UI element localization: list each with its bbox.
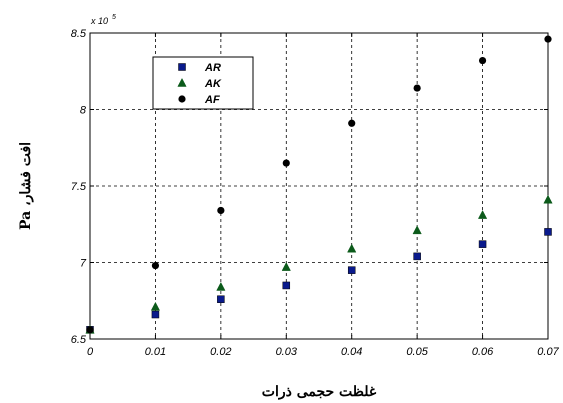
data-point-ar [347,266,356,274]
x-tick-label: 0.03 [276,346,298,358]
legend-label-af: AF [204,94,220,106]
legend-label-ak: AK [204,78,222,90]
legend-marker-ak [177,77,187,87]
data-point-ar [282,281,291,290]
data-point-ak [412,225,422,235]
data-point-ar [151,310,160,319]
data-point-af [348,119,356,127]
legend: AR AK AF [152,56,254,110]
y-multiplier: x 10 5 [90,14,116,26]
data-point-ak [150,301,161,311]
y-axis-label: افت فشار، Pa [18,142,34,230]
y-tick-label: 7.5 [71,181,87,193]
data-point-ak [281,262,291,271]
x-tick-label: 0.04 [341,346,362,358]
x-tick-label: 0.02 [210,346,231,358]
y-tick-label: 6.5 [71,334,87,346]
data-point-ar [544,228,552,236]
data-point-ar [413,252,421,261]
x-tick-label: 0.05 [406,346,428,358]
data-point-ak [477,210,488,219]
y-tick-label: 8 [80,105,87,117]
data-point-ak [347,243,357,253]
x-tick-label: 0.07 [537,346,559,358]
data-point-af [544,35,552,43]
data-point-af [413,84,421,92]
axis-ticks: 0 0.01 0.02 0.03 0.04 0.05 0.06 0.07 6.5 7 7.5 8 8.5 [71,28,560,358]
legend-box [152,56,254,110]
data-point-ar [478,240,487,248]
data-point-ar [217,295,225,303]
x-tick-label: 0.01 [145,346,166,358]
x-tick-label: 0.06 [472,346,494,358]
data-point-ak [216,281,226,291]
legend-marker-af [178,95,186,103]
data-point-af [151,261,160,270]
data-point-af [282,159,290,167]
data-point-ak [543,194,553,204]
y-tick-label: 7 [80,258,87,270]
legend-label-ar: AR [204,62,221,74]
x-axis-label: غلظت حجمی ذرات [262,384,377,400]
data-point-af [217,206,225,215]
data-points [85,35,553,334]
data-point-af [86,326,94,334]
data-point-af [478,56,487,65]
y-multiplier-label: x 10 [90,16,108,26]
x-tick-label: 0 [87,346,94,358]
series-af [86,35,552,334]
y-multiplier-exponent: 5 [112,14,116,21]
legend-marker-ar [178,63,186,71]
y-tick-label: 8.5 [71,28,87,40]
